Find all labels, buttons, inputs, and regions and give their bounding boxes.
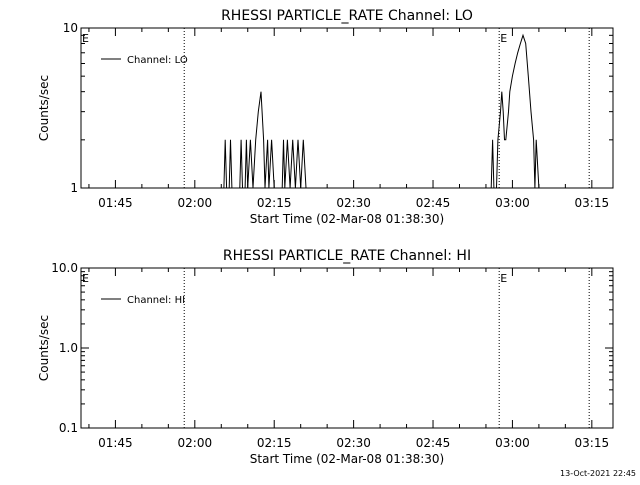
chart-title: RHESSI PARTICLE_RATE Channel: LO bbox=[221, 8, 473, 24]
x-tick-label: 01:45 bbox=[98, 196, 133, 210]
y-tick-label: 10 bbox=[63, 21, 78, 35]
plot-frame bbox=[80, 267, 614, 429]
legend-label: Channel: HI bbox=[127, 295, 185, 306]
plot-frame bbox=[80, 27, 614, 189]
y-tick-label: 1.0 bbox=[59, 341, 78, 355]
y-tick-label: 0.1 bbox=[59, 421, 78, 435]
y-tick-label: 10.0 bbox=[51, 261, 78, 275]
x-tick-label: 02:15 bbox=[257, 196, 292, 210]
legend-label: Channel: LO bbox=[127, 55, 188, 66]
x-tick-label: 02:45 bbox=[416, 196, 451, 210]
series-line bbox=[223, 91, 307, 189]
x-tick-label: 02:00 bbox=[178, 436, 213, 450]
event-flag: E bbox=[500, 272, 507, 285]
y-axis-label: Counts/sec bbox=[37, 75, 51, 141]
x-tick-label: 02:30 bbox=[336, 436, 371, 450]
x-tick-label: 02:00 bbox=[178, 196, 213, 210]
x-tick-label: 03:00 bbox=[495, 196, 530, 210]
x-tick-label: 01:45 bbox=[98, 436, 133, 450]
x-tick-label: 03:00 bbox=[495, 436, 530, 450]
x-tick-label: 02:15 bbox=[257, 436, 292, 450]
event-flag: E bbox=[500, 32, 507, 45]
x-tick-label: 03:15 bbox=[575, 436, 610, 450]
y-tick-label: 1 bbox=[70, 181, 78, 195]
start-flag: E bbox=[82, 32, 89, 45]
y-axis-label: Counts/sec bbox=[37, 315, 51, 381]
x-axis-label: Start Time (02-Mar-08 01:38:30) bbox=[250, 212, 444, 226]
chart-title: RHESSI PARTICLE_RATE Channel: HI bbox=[223, 248, 471, 264]
series-line bbox=[490, 33, 540, 189]
x-tick-label: 02:30 bbox=[336, 196, 371, 210]
start-flag: E bbox=[82, 272, 89, 285]
x-axis-label: Start Time (02-Mar-08 01:38:30) bbox=[250, 452, 444, 466]
x-tick-label: 02:45 bbox=[416, 436, 451, 450]
x-tick-label: 03:15 bbox=[575, 196, 610, 210]
footer-timestamp: 13-Oct-2021 22:45 bbox=[560, 469, 636, 478]
